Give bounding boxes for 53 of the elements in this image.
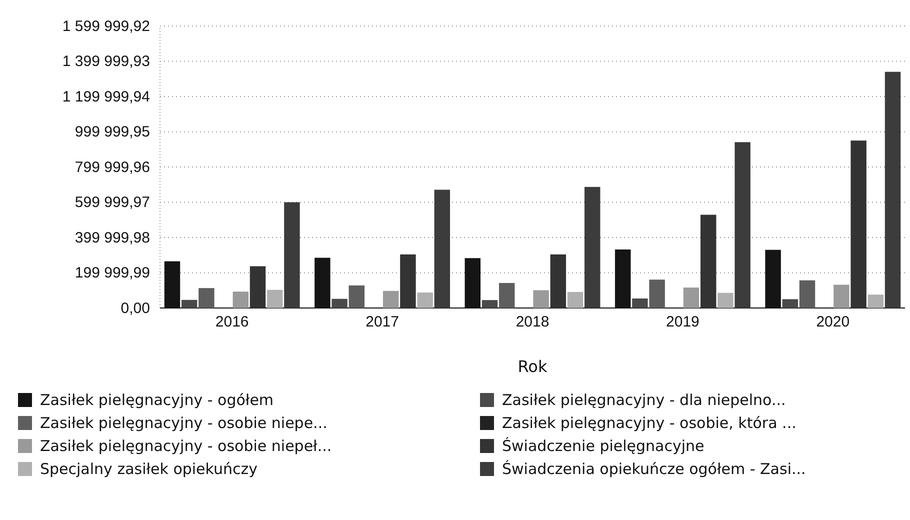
legend-label: Specjalny zasiłek opiekuńczy: [40, 460, 258, 478]
bar: [782, 299, 798, 308]
bar: [850, 140, 866, 308]
y-tick-label: 599 999,97: [74, 194, 150, 212]
x-tick-label: 2016: [215, 314, 249, 331]
bar: [348, 285, 365, 308]
bar: [382, 290, 399, 308]
bar: [632, 298, 648, 308]
bar: [482, 300, 498, 308]
x-tick-label: 2019: [666, 314, 700, 331]
bar: [198, 288, 214, 308]
legend-label: Świadczenia opiekuńcze ogółem - Zasi...: [502, 460, 806, 478]
y-tick-label: 1 599 999,92: [62, 18, 150, 35]
bar: [400, 254, 416, 308]
legend-label: Zasiłek pielęgnacyjny - osobie niepe...: [40, 414, 328, 432]
legend-label: Zasiłek pielęgnacyjny - dla niepelno...: [502, 391, 786, 409]
bar: [868, 294, 884, 308]
bar: [417, 292, 433, 308]
bar: [683, 288, 700, 308]
bar: [649, 280, 665, 308]
y-tick-label: 0,00: [120, 300, 150, 317]
bar: [567, 292, 584, 308]
legend-label: Zasiłek pielęgnacyjny - osobie niepeł...: [40, 437, 332, 455]
bar: [434, 190, 450, 308]
x-axis-title: Rok: [518, 357, 548, 376]
x-tick-label: 2017: [366, 314, 399, 331]
legend-label: Zasiłek pielęgnacyjny - osobie, która ...: [502, 414, 796, 432]
bar: [181, 300, 198, 308]
y-tick-label: 799 999,96: [74, 158, 150, 176]
y-tick-label: 399 999,98: [74, 229, 150, 246]
bar: [232, 292, 249, 308]
legend-label: Zasiłek pielęgnacyjny - ogółem: [40, 391, 274, 409]
x-tick-label: 2020: [816, 314, 850, 331]
bar: [332, 298, 348, 308]
bar: [250, 266, 266, 308]
bar: [533, 290, 549, 308]
bar: [498, 282, 515, 308]
bar: [584, 186, 600, 308]
bar: [284, 202, 300, 308]
bar: [550, 254, 566, 308]
bar: [799, 280, 816, 308]
bar: [884, 72, 901, 308]
bar: [734, 142, 750, 308]
y-tick-label: 1 399 999,93: [62, 53, 150, 70]
legend-label: Świadczenie pielęgnacyjne: [502, 437, 704, 455]
y-tick-label: 1 199 999,94: [62, 88, 150, 106]
bar: [700, 214, 716, 308]
y-tick-label: 199 999,99: [74, 264, 150, 282]
y-tick-label: 999 999,95: [74, 124, 150, 141]
x-tick-label: 2018: [516, 314, 550, 331]
bar: [834, 284, 850, 308]
bar: [266, 290, 283, 308]
bar: [718, 292, 734, 308]
